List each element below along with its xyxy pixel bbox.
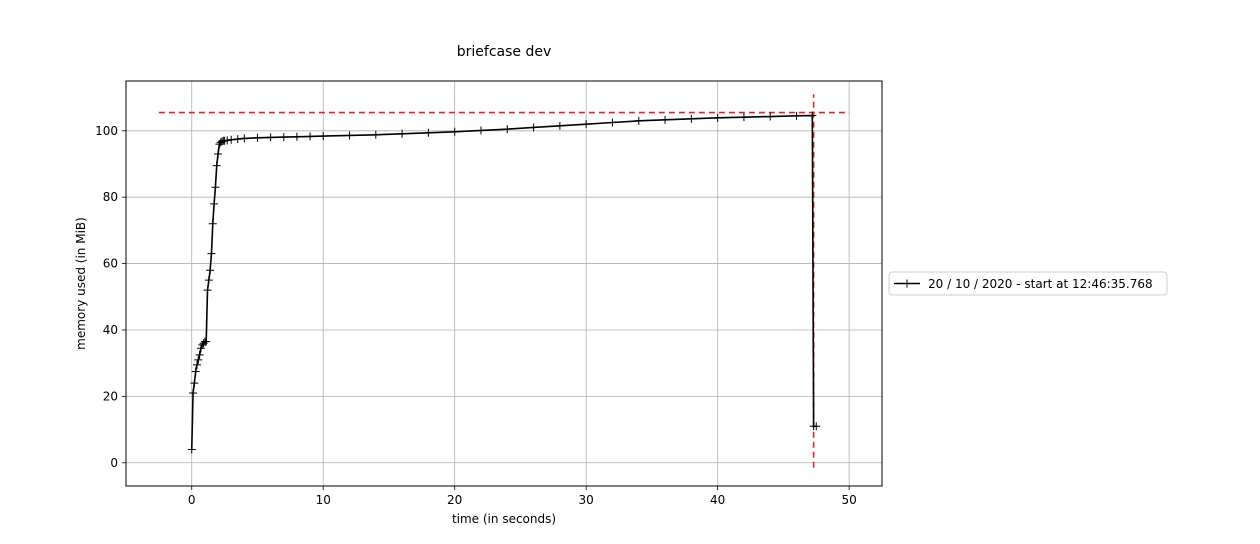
data-point-marker (582, 120, 591, 129)
data-point-marker (211, 183, 220, 192)
y-tick-label: 60 (103, 257, 118, 271)
data-point-marker (808, 111, 817, 120)
legend-marker (903, 279, 911, 288)
y-tick-label: 20 (103, 389, 118, 403)
y-tick-label: 40 (103, 323, 118, 337)
gridlines (126, 81, 882, 486)
data-point-marker (208, 219, 217, 228)
data-point-marker (233, 135, 242, 144)
data-point-marker (203, 286, 212, 295)
data-point-marker (634, 116, 643, 125)
data-point-marker (214, 150, 223, 159)
x-tick-label: 50 (841, 493, 856, 507)
y-tick-label: 80 (103, 190, 118, 204)
data-point-marker (398, 129, 407, 138)
x-axis-label: time (in seconds) (452, 512, 556, 526)
chart-title: briefcase dev (457, 44, 552, 60)
data-point-marker (187, 445, 196, 454)
data-point-marker (189, 389, 198, 398)
data-point-marker (319, 132, 328, 141)
data-point-marker (812, 422, 821, 431)
data-point-marker (450, 127, 459, 136)
data-point-marker (202, 337, 211, 346)
plot-area-frame (125, 80, 883, 487)
data-point-marker (204, 276, 213, 285)
data-point-marker (292, 132, 301, 141)
data-point-marker (266, 133, 275, 142)
data-point-marker (194, 355, 203, 364)
y-tick-label: 0 (110, 456, 118, 470)
data-point-marker (207, 249, 216, 258)
x-tick-label: 20 (447, 493, 462, 507)
data-point-marker (306, 132, 315, 141)
data-point-marker (503, 125, 512, 134)
data-point-marker (190, 379, 199, 388)
data-point-marker (371, 130, 380, 139)
y-tick-label: 100 (95, 124, 118, 138)
data-point-marker (196, 344, 205, 353)
data-point-marker (687, 114, 696, 123)
data-point-marker (739, 113, 748, 122)
data-point-marker (555, 121, 564, 130)
legend: 20 / 10 / 2020 - start at 12:46:35.768 (888, 271, 1168, 296)
data-point-marker (279, 133, 288, 142)
x-tick-label: 30 (579, 493, 594, 507)
data-point-marker (608, 118, 617, 127)
y-axis-ticks: 0 20 40 60 80 100 (95, 124, 126, 470)
x-tick-label: 10 (316, 493, 331, 507)
y-axis-label: memory used (in MiB) (74, 217, 88, 350)
data-point-marker (240, 134, 249, 143)
data-point-marker (661, 115, 670, 124)
x-tick-label: 0 (188, 493, 196, 507)
data-point-marker (713, 113, 722, 122)
data-point-marker (476, 126, 485, 135)
data-point-marker (766, 112, 775, 121)
data-point-marker (212, 161, 221, 170)
series-group (187, 111, 821, 454)
legend-entry-label: 20 / 10 / 2020 - start at 12:46:35.768 (928, 277, 1153, 291)
x-tick-label: 40 (710, 493, 725, 507)
x-axis-ticks: 0 10 20 30 40 50 (188, 486, 857, 507)
data-point-marker (424, 128, 433, 137)
data-point-marker (253, 133, 262, 142)
data-point-marker (792, 111, 801, 120)
data-point-marker (206, 266, 215, 275)
data-point-marker (529, 123, 538, 132)
data-point-marker (210, 199, 219, 208)
legend-frame (888, 271, 1168, 296)
data-point-marker (227, 135, 236, 144)
data-point-marker (195, 350, 204, 359)
data-point-marker (223, 136, 232, 145)
data-point-marker (191, 367, 200, 376)
data-point-marker (192, 360, 201, 369)
data-point-marker (345, 131, 354, 140)
